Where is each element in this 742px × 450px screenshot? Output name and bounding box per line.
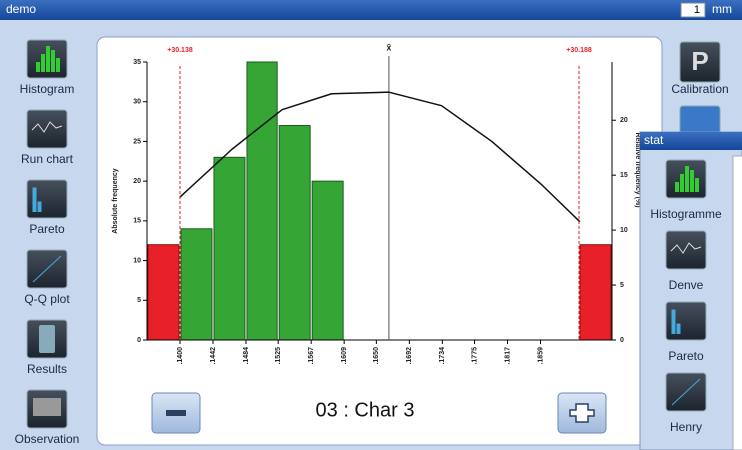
icon-line	[31, 121, 63, 133]
x-tick-label: .1484	[243, 347, 250, 365]
window-title: demo	[6, 2, 36, 16]
y2-tick-label: 15	[620, 172, 628, 179]
icon-button[interactable]	[26, 179, 68, 219]
icon-bar	[685, 166, 689, 192]
stat-list: Histogramme Denve Pareto Henry	[650, 159, 722, 434]
y-tick-label: 10	[133, 257, 141, 264]
out-of-spec-bar	[147, 244, 180, 341]
icon-button[interactable]	[665, 230, 707, 270]
icon-calc	[39, 325, 55, 353]
calibration-button[interactable]	[679, 41, 721, 83]
icon-button[interactable]	[26, 109, 68, 149]
y2-tick-label: 5	[620, 282, 624, 289]
sidebar: Histogram Run chart Pareto Q-Q plot Results O…	[15, 39, 80, 446]
icon-screen	[33, 398, 61, 416]
limit-label: +30.188	[566, 47, 592, 54]
calibration-letter: P	[691, 46, 708, 76]
icon-diag	[671, 378, 701, 406]
icon-bar	[36, 62, 40, 72]
bar	[213, 156, 246, 341]
sidebar-label: Run chart	[21, 152, 74, 166]
sidebar-label: Histogram	[20, 82, 75, 96]
icon-bar	[690, 170, 694, 192]
icon-bar	[51, 50, 55, 72]
minus-icon	[166, 410, 186, 416]
y-tick-label: 5	[137, 297, 141, 304]
icon-line	[670, 242, 702, 254]
unit: mm	[712, 2, 732, 16]
x-tick-label: .1859	[537, 347, 544, 365]
icon-bar	[41, 54, 45, 72]
y-tick-label: 0	[137, 337, 141, 344]
y-tick-label: 20	[133, 178, 141, 185]
bar	[246, 61, 278, 341]
y2-tick-label: 20	[620, 117, 628, 124]
chart: 0 5 10 15 20 25 30 35 0 5 10 15 20 .1400 .1442 .1484 .15…	[112, 42, 641, 364]
calibration-label: Calibration	[671, 82, 728, 96]
mean-label: x̄	[386, 42, 391, 52]
bar	[278, 125, 311, 341]
x-tick-label: .1817	[504, 347, 511, 365]
stat-content	[732, 155, 742, 450]
icon-diag	[32, 255, 62, 283]
icon-bar	[680, 174, 684, 192]
y-tick-label: 25	[133, 138, 141, 145]
bar	[311, 180, 344, 341]
y2-tick-label: 10	[620, 227, 628, 234]
y-tick-label: 15	[133, 218, 141, 225]
x-tick-label: .1525	[275, 347, 282, 365]
icon-pareto	[671, 309, 681, 334]
icon-button[interactable]	[665, 301, 707, 341]
stat-title: stat	[644, 133, 664, 147]
plus-icon	[569, 403, 595, 423]
value-input[interactable]	[680, 2, 706, 18]
icon-bar	[46, 46, 50, 72]
stat-label: Henry	[670, 420, 702, 434]
y2-axis-label: Relative frequency (%)	[634, 132, 641, 207]
title-bar	[0, 0, 742, 20]
value-text: 1	[694, 4, 700, 16]
x-tick-label: .1692	[406, 347, 413, 365]
stat-label: Denve	[669, 278, 704, 292]
bar	[180, 228, 213, 341]
char-label: 03 : Char 3	[316, 399, 415, 421]
stat-label: Pareto	[668, 349, 704, 363]
x-tick-label: .1775	[471, 347, 478, 365]
icon-bar	[675, 182, 679, 192]
icon-bar	[695, 178, 699, 192]
sidebar-label: Results	[27, 362, 67, 376]
stat-label: Histogramme	[650, 207, 722, 221]
y-tick-label: 35	[133, 59, 141, 66]
x-tick-label: .1400	[177, 347, 184, 365]
sidebar-label: Q-Q plot	[24, 292, 70, 306]
sidebar-label: Observation	[15, 432, 80, 446]
x-tick-label: .1650	[373, 347, 380, 365]
out-of-spec-bar	[579, 244, 612, 341]
x-tick-label: .1442	[210, 347, 217, 365]
x-tick-label: .1734	[439, 347, 446, 365]
fit-curve	[179, 91, 581, 223]
sidebar-label: Pareto	[29, 222, 65, 236]
y-axis-label: Absolute frequency	[112, 168, 119, 233]
stat-title-bar	[640, 132, 742, 150]
x-tick-label: .1567	[308, 347, 315, 365]
limit-label: +30.138	[167, 47, 193, 54]
y2-tick-label: 0	[620, 337, 624, 344]
icon-bar	[56, 58, 60, 72]
x-tick-label: .1609	[341, 347, 348, 365]
icon-pareto	[32, 187, 42, 212]
y-tick-label: 30	[133, 99, 141, 106]
